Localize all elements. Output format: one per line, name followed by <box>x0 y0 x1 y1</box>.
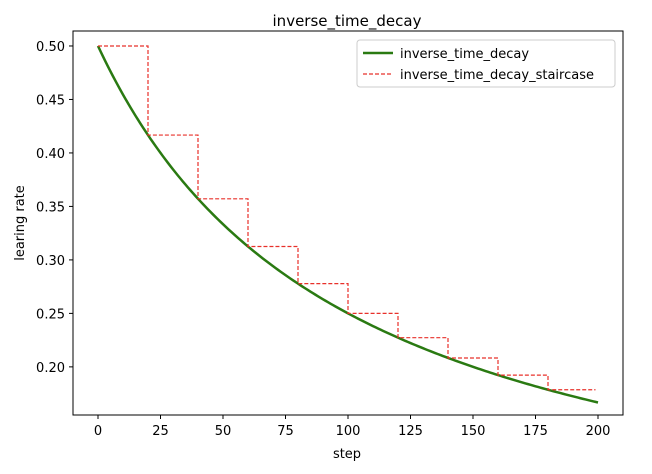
y-tick-label: 0.50 <box>36 40 65 55</box>
x-tick-label: 125 <box>398 424 423 439</box>
legend-label-inverse-time-decay: inverse_time_decay <box>400 47 529 62</box>
y-tick-label: 0.20 <box>36 361 65 376</box>
plot-area <box>96 45 599 404</box>
x-tick-label: 150 <box>461 424 486 439</box>
x-axis: 0 25 50 75 100 125 150 175 200 <box>94 415 611 439</box>
x-tick-label: 75 <box>277 424 294 439</box>
x-tick-label: 200 <box>586 424 611 439</box>
y-tick-label: 0.45 <box>36 93 65 108</box>
x-tick-label: 100 <box>336 424 361 439</box>
legend-box <box>356 39 616 88</box>
y-axis-label: learing rate <box>13 185 28 261</box>
x-tick-label: 0 <box>94 424 102 439</box>
x-tick-label: 175 <box>523 424 548 439</box>
y-tick-label: 0.35 <box>36 200 65 215</box>
x-axis-label: step <box>333 447 361 462</box>
y-tick-label: 0.30 <box>36 254 65 269</box>
y-tick-label: 0.40 <box>36 147 65 162</box>
legend: inverse_time_decay inverse_time_decay_st… <box>356 39 616 88</box>
x-tick-label: 50 <box>215 424 232 439</box>
series-line-inverse-time-decay-staircase <box>98 45 596 391</box>
y-axis: 0.20 0.25 0.30 0.35 0.40 0.45 0.50 <box>36 40 73 376</box>
y-tick-label: 0.25 <box>36 307 65 322</box>
x-tick-label: 25 <box>152 424 169 439</box>
legend-label-inverse-time-decay-staircase: inverse_time_decay_staircase <box>400 68 594 83</box>
chart-title: inverse_time_decay <box>273 12 422 31</box>
